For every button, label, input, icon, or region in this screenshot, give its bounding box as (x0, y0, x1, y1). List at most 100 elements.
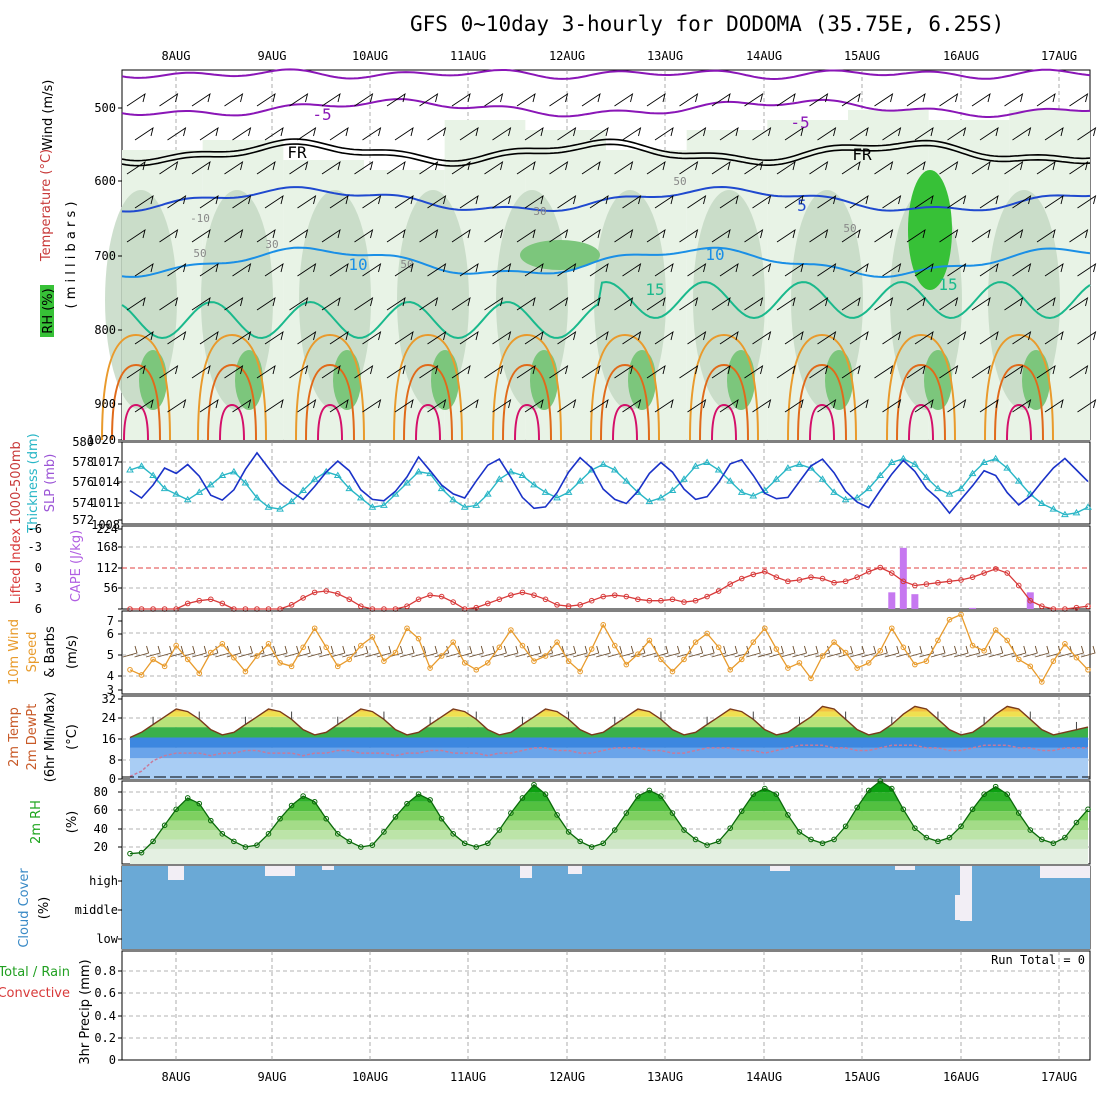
wind10-point (912, 661, 918, 668)
slp-tick-2: 1011 (91, 496, 120, 510)
lifted-point (958, 577, 964, 583)
wind-barb (914, 262, 934, 277)
wind-barb (971, 92, 991, 107)
rh2m-point (704, 842, 710, 848)
precip-tick-4: 0 (109, 1053, 116, 1067)
wind10-barb (469, 645, 484, 658)
temp2m-label-units: (°C) (65, 724, 80, 750)
thickness-tick-4: 572 (72, 513, 94, 527)
wind-barb (622, 398, 642, 413)
wind-barb (581, 364, 601, 379)
bottom-date-12AUG: 12AUG (549, 1070, 585, 1084)
precip-label-2: Total / Rain (0, 965, 70, 980)
wind10-point (565, 658, 572, 664)
wind-barb (321, 228, 341, 243)
wind-barb (427, 398, 447, 413)
precip-tick-0: 0.8 (94, 964, 116, 978)
wind10-point (923, 658, 930, 664)
wind10-point (681, 656, 687, 663)
thickness-tick-3: 574 (72, 496, 94, 510)
wind-barb (329, 398, 349, 413)
rh2m-point (265, 831, 272, 837)
thickness-tick-1: 578 (72, 455, 94, 469)
contour-label-8: 15 (938, 275, 957, 294)
wind-barb (191, 364, 211, 379)
temp-band (130, 737, 1088, 748)
wind-barb (679, 228, 699, 243)
rh-shade-dark (520, 240, 600, 270)
wind10-barb (457, 645, 473, 658)
wind-barb (289, 92, 309, 107)
upper-tick-4: 900 (94, 397, 116, 411)
wind-barb (329, 330, 349, 345)
contour-label-13: 30 (265, 238, 278, 251)
wind10-barb (688, 645, 704, 658)
thickness-point (668, 486, 677, 493)
thickness-point (264, 503, 273, 510)
thickness-point (1072, 508, 1081, 516)
wind-barb (394, 330, 414, 345)
wind10-point (704, 630, 710, 637)
wind-barb (1069, 228, 1089, 243)
cape-label-li: Lifted Index (9, 527, 24, 604)
wind-barb (622, 194, 642, 209)
wind10-barb (734, 645, 750, 658)
wind-barb (776, 364, 796, 379)
rh2m-point (1027, 827, 1034, 833)
contour-warm-2 (711, 403, 737, 441)
lifted-point (334, 590, 341, 597)
rh2m-point (854, 804, 860, 811)
wind-barb (784, 398, 804, 413)
wind10-point (392, 649, 399, 656)
wind-barb (874, 296, 894, 311)
cape-bar (969, 607, 977, 609)
wind-barb (232, 262, 252, 277)
wind-barb (1044, 398, 1064, 413)
wind10-point (750, 639, 757, 645)
wind-barb (126, 296, 146, 311)
contour-warm-0 (295, 333, 365, 441)
contour-warm-0 (393, 333, 463, 441)
wind-barb (484, 160, 504, 175)
contour-warm-0 (984, 333, 1054, 441)
thickness-point (703, 458, 711, 465)
top-date-10AUG: 10AUG (352, 49, 388, 63)
wind-barb (874, 228, 894, 243)
wind-barb (646, 160, 666, 175)
wind-barb (841, 364, 861, 379)
contour-warm-0 (787, 333, 857, 441)
wind-barb (297, 126, 317, 141)
lifted-point (981, 570, 987, 576)
wind-barb (256, 364, 276, 379)
wind10-tick-2: 5 (107, 648, 114, 662)
wind10-point (404, 625, 410, 632)
thickness-point (1084, 503, 1092, 510)
wind-barb (817, 398, 837, 413)
rh-legend-swatch (40, 285, 54, 337)
wind-barb (947, 126, 967, 141)
wind-barb (459, 262, 479, 277)
thickness-point (229, 467, 238, 475)
wind-barb (492, 126, 512, 141)
contour-warm-1 (896, 363, 946, 441)
lifted-point (635, 596, 641, 603)
contour-warm-2 (809, 403, 835, 441)
contour-label-7: 15 (645, 280, 664, 299)
contour-freezing (121, 143, 1091, 167)
top-date-15AUG: 15AUG (844, 49, 880, 63)
wind-barb (1044, 126, 1064, 141)
rh2m-point (981, 791, 987, 798)
wind-barb (711, 364, 731, 379)
rh2m-point (635, 793, 641, 799)
wind10-barb (826, 645, 842, 658)
lifted-point (992, 566, 999, 572)
contour-warm-2 (908, 403, 934, 441)
wind10-point (738, 656, 745, 663)
li-tick-0: -6 (28, 522, 42, 536)
lifted-point (1085, 603, 1091, 610)
wind-barb (1077, 194, 1097, 209)
rh2m-point (600, 840, 607, 847)
li-tick-1: -3 (28, 540, 42, 554)
wind-barb (386, 228, 406, 243)
wind-barb (752, 262, 772, 277)
